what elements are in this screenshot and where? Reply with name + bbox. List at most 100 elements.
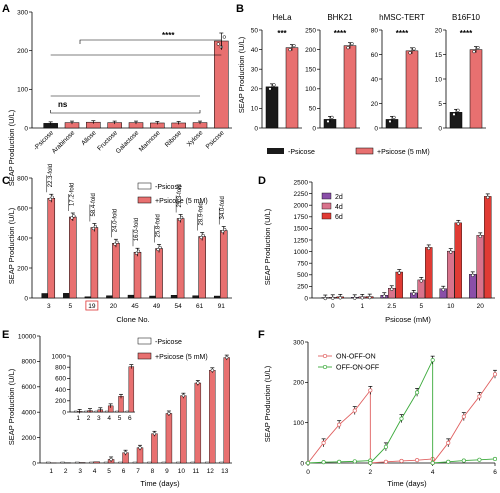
panel-a-bracket-line xyxy=(79,39,222,50)
panel-e-ytick-label: 0 xyxy=(32,460,36,467)
panel-b-1-ytick-label: 100 xyxy=(305,86,316,93)
panel-c-fold-label: 24.0-fold xyxy=(112,209,118,232)
panel-a-xtick-label: Mannose xyxy=(138,129,162,153)
panel-b-bar xyxy=(343,45,357,129)
legend-d-swatch xyxy=(321,192,332,200)
panel-e-bar-minus xyxy=(147,461,152,464)
panel-c-bar-minus xyxy=(63,293,70,299)
panel-d-data-point xyxy=(331,296,335,300)
panel-c-xtick-label: 3 xyxy=(47,303,51,310)
panel-b-title-0: HeLa xyxy=(272,13,292,22)
panel-e-bar-minus xyxy=(205,461,210,464)
legend-d-label: 2d xyxy=(335,194,343,201)
panel-f-data-point xyxy=(352,459,357,464)
panel-e-bar-minus xyxy=(89,461,94,464)
panel-d-ytick-label: 750 xyxy=(297,261,308,268)
panel-e-inset-bar-minus xyxy=(104,410,109,413)
panel-e-bar-minus xyxy=(118,461,123,464)
panel-e-ytick-label: 10000 xyxy=(18,333,36,340)
panel-e-inset-bar-minus xyxy=(84,410,88,413)
panel-a-xtick-label: Allose xyxy=(80,129,98,147)
panel-b-data-point xyxy=(288,47,292,52)
panel-e-bar-plus xyxy=(223,357,230,464)
legend-f-label: ON-OFF-ON xyxy=(336,353,376,360)
panel-c-fold-label: 17.2-fold xyxy=(69,183,75,206)
panel-a-xtick-label: Psicose xyxy=(205,129,226,150)
panel-a-sig-label: **** xyxy=(162,31,175,40)
panel-c-bar-minus xyxy=(127,294,135,299)
panel-c: C SEAP Production (U/L) 0 200 400 600 800 22.… xyxy=(2,164,232,324)
panel-c-bar-plus xyxy=(155,248,163,299)
panel-d-data-point xyxy=(456,222,460,226)
panel-e-ytick-label: 6000 xyxy=(22,384,37,391)
panel-c-bar-plus xyxy=(112,243,120,299)
panel-c-data-point xyxy=(223,227,227,232)
legend-e-plus-swatch xyxy=(137,352,152,360)
panel-f-series-line xyxy=(307,359,496,465)
panel-b-bar xyxy=(469,49,483,129)
panel-c-xtick-label: 5 xyxy=(69,303,73,310)
panel-e-inset-bar-minus xyxy=(115,410,119,413)
panel-e-inset-bar-minus xyxy=(73,410,78,413)
panel-c-data-point xyxy=(156,247,160,252)
panel-f-data-point xyxy=(415,458,420,463)
panel-d-ytick-label: 2250 xyxy=(294,191,309,198)
panel-d-data-point xyxy=(353,296,357,300)
panel-b-1-ytick-label: 0 xyxy=(312,125,316,132)
panel-b-data-point xyxy=(476,45,480,50)
panel-b-data-point xyxy=(292,43,296,48)
panel-f-xtick-label: 0 xyxy=(306,469,310,476)
panel-e-bar-plus xyxy=(93,461,100,464)
panel-f-ylabel: SEAP Production (U/L) xyxy=(263,365,272,442)
panel-b-0-ytick-label: 0 xyxy=(254,125,258,132)
panel-b-sig-label: **** xyxy=(396,29,409,38)
panel-e-ytick-label: 2000 xyxy=(22,435,37,442)
panel-d-bar xyxy=(476,235,484,299)
panel-e-ytick-label: 4000 xyxy=(22,410,37,417)
panel-f-data-point xyxy=(430,358,435,363)
panel-e-bar-minus xyxy=(103,461,109,464)
panel-c-xlabel: Clone No. xyxy=(116,315,149,324)
panel-b-data-point xyxy=(272,83,276,87)
panel-a-data-point xyxy=(222,35,226,39)
panel-e-inset-xtick-label: 3 xyxy=(97,415,101,422)
panel-a-bar xyxy=(214,40,229,129)
panel-c-ylabel: SEAP Production (U/L) xyxy=(7,207,16,284)
legend-c-plus-swatch xyxy=(137,196,152,204)
panel-d-data-point xyxy=(419,279,423,283)
panel-c-xtick-label: 54 xyxy=(174,303,182,310)
panel-d-xtick-label: 10 xyxy=(447,303,455,310)
panel-b-data-point xyxy=(326,119,330,124)
panel-c-bar-plus xyxy=(219,230,228,299)
panel-c-fold-label: 25.8-fold xyxy=(156,214,162,237)
panel-d-data-point xyxy=(390,287,394,291)
panel-f-ytick-label: 200 xyxy=(293,380,304,387)
panel-d-data-point xyxy=(478,234,482,239)
panel-e-inset-bar-minus xyxy=(94,410,99,413)
panel-e-inset-xtick-label: 6 xyxy=(128,415,132,422)
panel-f-xtick-label: 2 xyxy=(369,469,373,476)
panel-e-xtick-label: 2 xyxy=(64,468,68,475)
panel-e-xtick-label: 11 xyxy=(192,468,199,475)
legend-d-swatch xyxy=(321,212,332,220)
panel-b-0-ytick-label: 20 xyxy=(251,86,259,93)
panel-e-inset-xtick-label: 1 xyxy=(76,415,80,422)
panel-b-data-point xyxy=(456,108,460,112)
panel-a-ytick-label: 200 xyxy=(17,48,28,55)
panel-e-bar-minus xyxy=(60,461,65,464)
panel-c-highlight-box xyxy=(85,300,99,311)
panel-c-data-point xyxy=(48,197,52,201)
legend-e-minus-label: -Psicose xyxy=(155,339,182,346)
panel-d-ytick-label: 0 xyxy=(304,295,308,302)
legend-c-minus-label: -Psicose xyxy=(155,184,182,191)
panel-label-c: C xyxy=(2,175,10,187)
panel-d-ytick-label: 500 xyxy=(297,272,308,279)
panel-c-bar-plus xyxy=(133,252,142,299)
panel-e-xtick-label: 6 xyxy=(122,468,126,475)
panel-b-3-ytick-label: 20 xyxy=(435,27,443,34)
legend-e-minus-swatch xyxy=(137,337,152,345)
panel-d-data-point xyxy=(338,296,342,300)
panel-e-xtick-label: 4 xyxy=(93,468,97,475)
panel-f-xlabel: Time (days) xyxy=(387,479,427,488)
panel-d-ytick-label: 2500 xyxy=(294,179,309,186)
